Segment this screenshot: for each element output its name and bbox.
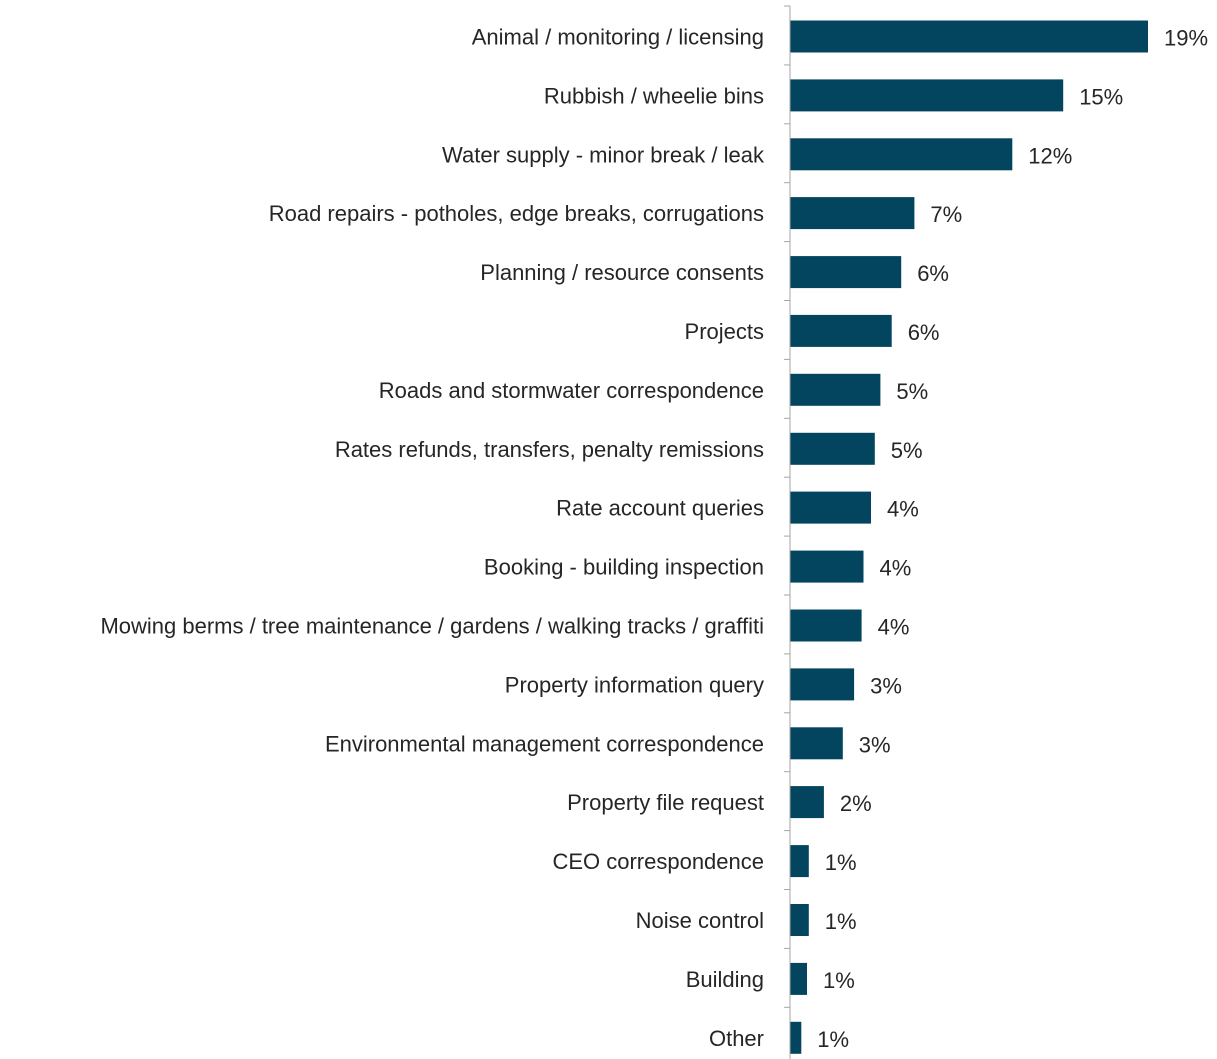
labels-layer: Animal / monitoring / licensing 19% Rubbis… (100, 25, 1208, 1052)
bar (790, 256, 902, 289)
data-label: 1% (823, 968, 855, 993)
bar (790, 904, 809, 936)
data-label: 15% (1079, 84, 1123, 109)
category-label: CEO correspondence (552, 849, 764, 874)
data-label: 1% (817, 1027, 849, 1052)
category-label: Environmental management correspondence (325, 731, 764, 756)
data-label: 5% (896, 379, 928, 404)
data-label: 1% (825, 909, 857, 934)
bar (790, 314, 892, 347)
category-label: Rubbish / wheelie bins (544, 83, 764, 108)
category-label: Rate account queries (556, 496, 764, 521)
bar (790, 138, 1013, 171)
category-label: Planning / resource consents (480, 260, 764, 285)
category-label: Other (709, 1026, 764, 1051)
data-label: 19% (1164, 26, 1208, 51)
category-label: Noise control (636, 908, 764, 933)
bar (790, 197, 915, 230)
data-label: 4% (880, 556, 912, 581)
bar (790, 79, 1064, 112)
category-label: Roads and stormwater correspondence (379, 378, 764, 403)
category-label: Property information query (505, 672, 764, 697)
axis-layer (784, 5, 791, 1059)
data-label: 6% (908, 320, 940, 345)
category-label: Property file request (567, 790, 764, 815)
bar (790, 491, 871, 524)
data-label: 3% (859, 732, 891, 757)
data-label: 1% (825, 850, 857, 875)
data-label: 12% (1028, 143, 1072, 168)
bars-layer (790, 20, 1148, 1054)
data-label: 7% (930, 202, 962, 227)
category-label: Rates refunds, transfers, penalty remiss… (335, 437, 764, 462)
bar (790, 845, 809, 878)
category-label: Water supply - minor break / leak (442, 142, 765, 167)
data-label: 5% (891, 438, 923, 463)
data-label: 6% (917, 261, 949, 286)
bar (790, 962, 807, 995)
bar (790, 727, 843, 760)
data-label: 4% (878, 615, 910, 640)
category-label: Building (686, 967, 764, 992)
bar (790, 668, 855, 701)
data-label: 2% (840, 791, 872, 816)
category-label: Booking - building inspection (484, 555, 764, 580)
category-label: Road repairs - potholes, edge breaks, co… (269, 201, 764, 226)
bar (790, 373, 881, 406)
bar (790, 550, 864, 583)
bar (790, 432, 875, 465)
bar (790, 786, 824, 819)
category-label: Animal / monitoring / licensing (472, 25, 764, 50)
data-label: 3% (870, 673, 902, 698)
bar (790, 609, 862, 642)
category-label: Mowing berms / tree maintenance / garden… (100, 614, 764, 639)
category-label: Projects (685, 319, 764, 344)
data-label: 4% (887, 497, 919, 522)
bar (790, 20, 1148, 53)
bar (790, 1021, 802, 1054)
